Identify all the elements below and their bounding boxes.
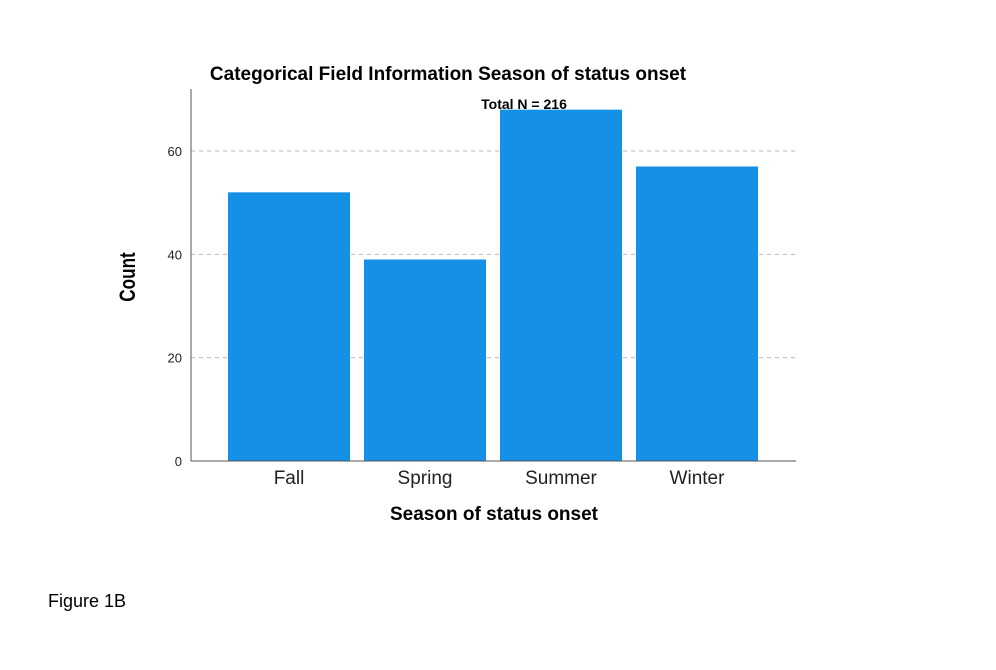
bars: [228, 109, 758, 462]
y-tick-label: 40: [168, 247, 182, 262]
axes: [190, 89, 796, 462]
y-tick-label: 20: [168, 351, 182, 366]
y-tick-label: 0: [175, 454, 182, 469]
x-axis-title: Season of status onset: [390, 504, 599, 525]
bar-winter: [636, 166, 758, 461]
x-tick-label: Summer: [525, 468, 597, 489]
y-tick-label: 60: [168, 144, 182, 159]
chart-title: Categorical Field Information Season of …: [210, 64, 687, 85]
figure-caption: Figure 1B: [48, 591, 127, 611]
bar-fall: [228, 192, 350, 462]
y-axis-title: Count: [116, 252, 141, 302]
x-tick-label: Spring: [398, 468, 453, 489]
y-tick-labels: 0 20 40 60: [168, 144, 182, 469]
x-tick-label: Winter: [670, 468, 726, 489]
bar-summer: [500, 109, 622, 462]
x-tick-label: Fall: [274, 468, 305, 489]
x-tick-labels: Fall Spring Summer Winter: [274, 468, 725, 489]
chart-subtitle: Total N = 216: [481, 96, 567, 112]
bar-spring: [364, 259, 486, 461]
